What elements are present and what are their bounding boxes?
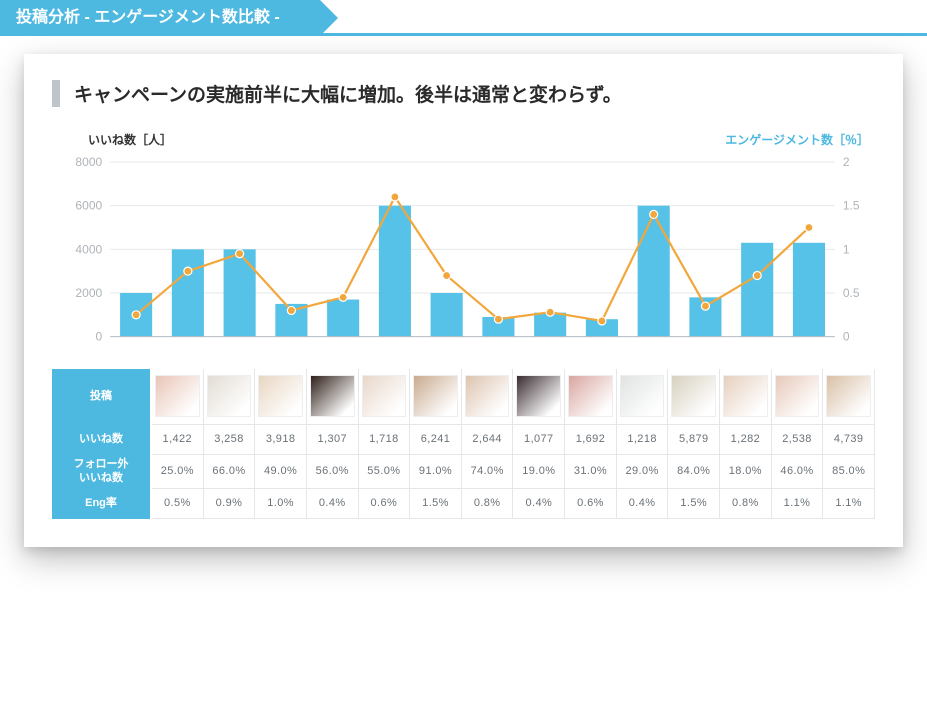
table-cell: 0.6% <box>565 489 617 519</box>
thumbnail-image <box>362 375 407 417</box>
post-thumbnail <box>565 369 617 425</box>
table-cell: 0.9% <box>204 489 256 519</box>
table-cell: 0.8% <box>462 489 514 519</box>
table-cell: 0.4% <box>513 489 565 519</box>
table-cell: 5,879 <box>668 425 720 455</box>
table-cell: 84.0% <box>668 455 720 489</box>
post-thumbnail <box>204 369 256 425</box>
table-cell: 0.5% <box>152 489 204 519</box>
post-thumbnail <box>410 369 462 425</box>
thumbnail-image <box>207 375 252 417</box>
thumbnail-image <box>465 375 510 417</box>
page-title: 投稿分析 - エンゲージメント数比較 - <box>0 0 320 36</box>
post-thumbnail <box>823 369 875 425</box>
svg-text:2: 2 <box>843 155 850 169</box>
thumbnail-image <box>671 375 716 417</box>
post-thumbnail <box>668 369 720 425</box>
table-row-header: Eng率 <box>52 489 152 519</box>
post-thumbnail <box>307 369 359 425</box>
post-thumbnail <box>152 369 204 425</box>
table-cell: 1.5% <box>668 489 720 519</box>
table-cell: 0.6% <box>359 489 411 519</box>
thumbnail-image <box>258 375 303 417</box>
engagement-chart: いいね数［人］ エンゲージメント数［％］ 0200040006000800000… <box>52 131 875 355</box>
table-cell: 66.0% <box>204 455 256 489</box>
post-thumbnail <box>462 369 514 425</box>
table-cell: 1,077 <box>513 425 565 455</box>
thumbnail-image <box>775 375 820 417</box>
svg-text:0: 0 <box>843 330 850 344</box>
table-cell: 1,218 <box>617 425 669 455</box>
table-cell: 49.0% <box>255 455 307 489</box>
table-cell: 3,258 <box>204 425 256 455</box>
table-cell: 1,692 <box>565 425 617 455</box>
svg-text:0: 0 <box>96 330 103 344</box>
main-card: キャンペーンの実施前半に大幅に増加。後半は通常と変わらず。 いいね数［人］ エン… <box>24 54 903 547</box>
table-cell: 18.0% <box>720 455 772 489</box>
callout-text: キャンペーンの実施前半に大幅に増加。後半は通常と変わらず。 <box>52 80 875 107</box>
table-cell: 1.0% <box>255 489 307 519</box>
table-cell: 1,282 <box>720 425 772 455</box>
table-cell: 46.0% <box>772 455 824 489</box>
table-cell: 2,538 <box>772 425 824 455</box>
table-cell: 31.0% <box>565 455 617 489</box>
table-cell: 4,739 <box>823 425 875 455</box>
table-cell: 19.0% <box>513 455 565 489</box>
svg-text:0.5: 0.5 <box>843 286 860 300</box>
table-cell: 0.4% <box>307 489 359 519</box>
post-thumbnail <box>617 369 669 425</box>
right-axis-label: エンゲージメント数［％］ <box>725 131 869 148</box>
table-cell: 55.0% <box>359 455 411 489</box>
thumbnail-image <box>826 375 871 417</box>
thumbnail-image <box>413 375 458 417</box>
table-row-header: 投稿 <box>52 369 152 425</box>
thumbnail-image <box>155 375 200 417</box>
thumbnail-image <box>568 375 613 417</box>
table-cell: 1,718 <box>359 425 411 455</box>
post-thumbnail <box>359 369 411 425</box>
svg-text:1: 1 <box>843 242 850 256</box>
thumbnail-image <box>310 375 355 417</box>
header-band: 投稿分析 - エンゲージメント数比較 - <box>0 0 927 36</box>
table-cell: 25.0% <box>152 455 204 489</box>
table-cell: 85.0% <box>823 455 875 489</box>
page-title-text: 投稿分析 - エンゲージメント数比較 - <box>16 9 280 26</box>
post-thumbnail <box>772 369 824 425</box>
thumbnail-image <box>723 375 768 417</box>
svg-text:2000: 2000 <box>75 286 102 300</box>
chart-svg: 0 2000 4000 6000 8000 0 0.5 1 1.5 2 <box>52 154 875 355</box>
table-cell: 0.4% <box>617 489 669 519</box>
table-cell: 1,307 <box>307 425 359 455</box>
svg-text:6000: 6000 <box>75 199 102 213</box>
left-axis-label: いいね数［人］ <box>88 131 172 148</box>
table-cell: 1.1% <box>823 489 875 519</box>
table-cell: 56.0% <box>307 455 359 489</box>
svg-text:8000: 8000 <box>75 155 102 169</box>
table-cell: 0.8% <box>720 489 772 519</box>
table-row-header: フォロー外 いいね数 <box>52 455 152 489</box>
table-cell: 1,422 <box>152 425 204 455</box>
table-cell: 1.1% <box>772 489 824 519</box>
svg-text:1.5: 1.5 <box>843 199 860 213</box>
svg-text:4000: 4000 <box>75 242 102 256</box>
post-thumbnail <box>720 369 772 425</box>
table-cell: 74.0% <box>462 455 514 489</box>
table-cell: 2,644 <box>462 425 514 455</box>
thumbnail-image <box>516 375 561 417</box>
table-cell: 91.0% <box>410 455 462 489</box>
post-thumbnail <box>255 369 307 425</box>
table-cell: 3,918 <box>255 425 307 455</box>
table-cell: 1.5% <box>410 489 462 519</box>
table-row-header: いいね数 <box>52 425 152 455</box>
table-cell: 6,241 <box>410 425 462 455</box>
post-stats-table: 投稿いいね数1,4223,2583,9181,3071,7186,2412,64… <box>52 369 875 519</box>
table-cell: 29.0% <box>617 455 669 489</box>
thumbnail-image <box>620 375 665 417</box>
post-thumbnail <box>513 369 565 425</box>
